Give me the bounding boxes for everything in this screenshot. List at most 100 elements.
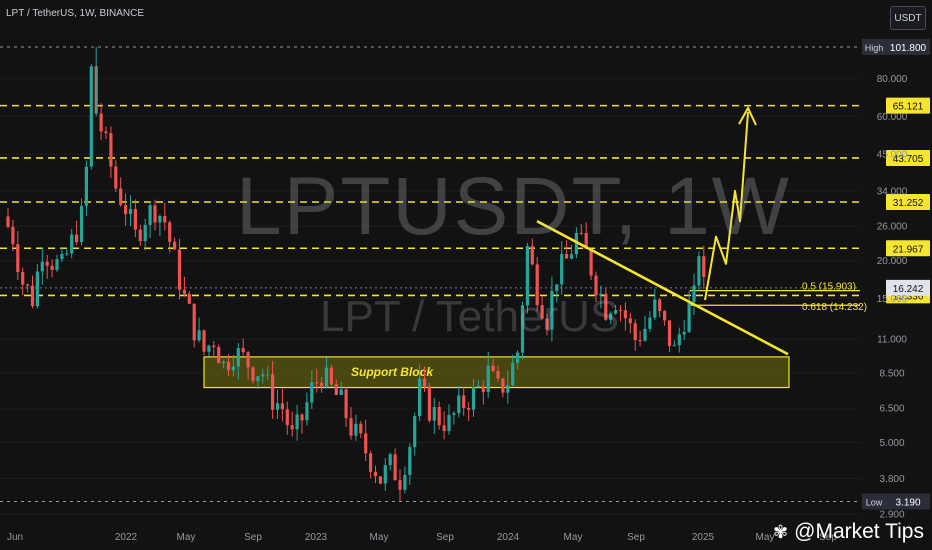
candle-body bbox=[388, 454, 392, 466]
level-label: 15.336 bbox=[893, 291, 924, 302]
candle-body bbox=[378, 476, 382, 484]
candle-body bbox=[60, 253, 64, 260]
candle-body bbox=[119, 188, 123, 206]
y-tick-label: 3.800 bbox=[879, 474, 904, 485]
candle-body bbox=[40, 261, 44, 272]
candle-body bbox=[452, 413, 456, 415]
candle-body bbox=[560, 253, 564, 285]
candle-body bbox=[192, 303, 196, 341]
y-tick-label: 80.000 bbox=[877, 74, 908, 85]
candle-body bbox=[295, 414, 299, 430]
candle-body bbox=[168, 222, 172, 242]
candle-body bbox=[310, 382, 314, 403]
candle-body bbox=[75, 234, 79, 243]
level-badge bbox=[886, 97, 930, 114]
candle-body bbox=[442, 425, 446, 432]
candle-body bbox=[6, 216, 10, 227]
candle-body bbox=[30, 285, 35, 307]
candle-body bbox=[702, 256, 706, 277]
x-tick-label: 2022 bbox=[115, 532, 138, 543]
candle-body bbox=[158, 215, 162, 223]
candle-body bbox=[584, 233, 588, 250]
candle-body bbox=[486, 365, 490, 392]
candle-body bbox=[677, 334, 681, 346]
candle-body bbox=[329, 367, 333, 385]
level-badge bbox=[886, 149, 930, 166]
y-tick-label: 15.000 bbox=[877, 294, 908, 305]
candle-body bbox=[217, 347, 221, 364]
x-tick-label: May bbox=[564, 532, 583, 543]
candle-body bbox=[643, 328, 647, 341]
candle-body bbox=[545, 318, 549, 330]
candle-body bbox=[55, 259, 59, 270]
candle-body bbox=[182, 289, 186, 294]
candle-body bbox=[565, 253, 569, 259]
candle-body bbox=[550, 290, 554, 330]
y-tick-label: 2.900 bbox=[879, 510, 904, 521]
candle-body bbox=[599, 293, 603, 296]
candle-body bbox=[579, 232, 583, 234]
candle-body bbox=[447, 414, 451, 432]
tradingview-logo-icon: ✾ bbox=[773, 521, 789, 542]
candle-body bbox=[491, 365, 495, 371]
candle-body bbox=[256, 376, 260, 381]
candle-body bbox=[398, 480, 402, 490]
branding-text: @Market Tips bbox=[794, 520, 924, 543]
x-tick-label: Sep bbox=[819, 532, 837, 543]
x-tick-label: 2025 bbox=[692, 532, 715, 543]
candle-body bbox=[540, 305, 544, 319]
candle-body bbox=[692, 285, 696, 303]
chart-title: LPT / TetherUS, 1W, BINANCE bbox=[6, 8, 145, 19]
y-tick-label: 6.500 bbox=[879, 404, 904, 415]
y-tick-label: 20.000 bbox=[877, 256, 908, 267]
candle-body bbox=[16, 244, 20, 273]
candle-body bbox=[471, 386, 476, 410]
candle-body bbox=[300, 414, 304, 421]
candle-body bbox=[687, 302, 691, 332]
candle-body bbox=[653, 299, 657, 318]
candle-body bbox=[618, 310, 623, 312]
level-label: 43.705 bbox=[893, 154, 924, 165]
candle-body bbox=[26, 284, 30, 286]
candle-body bbox=[516, 352, 520, 363]
current-price-label: 16.242 bbox=[893, 284, 924, 295]
candle-body bbox=[128, 209, 133, 215]
candle-body bbox=[383, 465, 387, 484]
x-tick-label: May bbox=[370, 532, 389, 543]
candle-body bbox=[344, 389, 348, 419]
candle-body bbox=[373, 471, 378, 477]
candle-body bbox=[364, 433, 368, 454]
candle-body bbox=[11, 226, 15, 245]
candle-body bbox=[320, 382, 324, 387]
candle-body bbox=[79, 205, 84, 243]
candle-body bbox=[594, 275, 598, 296]
candle-body bbox=[658, 299, 662, 312]
candle-body bbox=[555, 284, 559, 291]
extreme-tag bbox=[862, 493, 886, 510]
candle-body bbox=[70, 234, 74, 254]
candle-body bbox=[418, 378, 422, 417]
currency-button[interactable]: USDT bbox=[890, 6, 926, 30]
candle-body bbox=[476, 386, 480, 388]
candle-body bbox=[334, 384, 338, 395]
x-tick-label: 2024 bbox=[497, 532, 520, 543]
x-tick-label: Sep bbox=[436, 532, 454, 543]
candle-body bbox=[569, 254, 574, 259]
candle-body bbox=[437, 407, 441, 426]
support-block-label: Support Block bbox=[351, 365, 434, 379]
level-label: 31.252 bbox=[893, 198, 924, 209]
candle-body bbox=[202, 330, 206, 352]
x-tick-label: Sep bbox=[627, 532, 645, 543]
candle-body bbox=[697, 256, 701, 286]
candle-body bbox=[359, 423, 363, 434]
extreme-tag bbox=[862, 39, 886, 55]
candle-body bbox=[408, 447, 412, 475]
projection-arrowhead bbox=[738, 105, 757, 126]
candle-body bbox=[197, 330, 201, 341]
y-tick-label: 26.000 bbox=[877, 222, 908, 233]
candle-body bbox=[511, 362, 515, 386]
candle-body bbox=[609, 313, 613, 320]
candle-body bbox=[114, 166, 118, 189]
candle-body bbox=[21, 272, 25, 285]
